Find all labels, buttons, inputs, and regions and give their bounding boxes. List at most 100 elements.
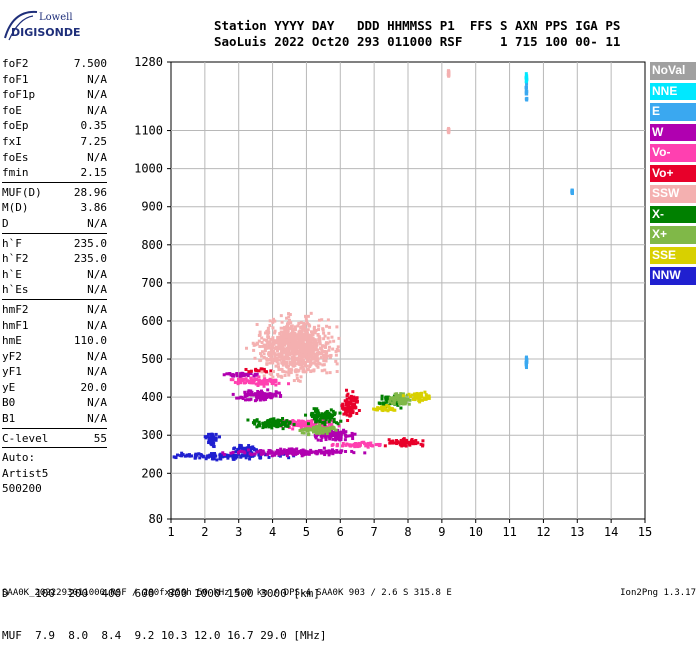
- data-point-ssw: [292, 338, 296, 342]
- data-point-sse: [417, 396, 421, 400]
- data-point-ssw: [447, 128, 451, 132]
- data-point-ssw: [311, 347, 315, 351]
- data-point-ssw: [286, 353, 290, 357]
- data-point-x-: [335, 421, 339, 425]
- data-point-ssw: [300, 332, 304, 336]
- data-point-vo-: [393, 441, 397, 445]
- param-row: fmin 2.15: [2, 165, 107, 181]
- data-point-ssw: [268, 340, 272, 344]
- data-point-ssw: [306, 359, 310, 363]
- data-point-ssw: [287, 373, 291, 377]
- param-row: h`F 235.0: [2, 236, 107, 252]
- data-point-ssw: [271, 339, 275, 343]
- data-point-vo-: [350, 408, 354, 412]
- data-point-vo-: [345, 410, 349, 414]
- data-point-x-: [396, 397, 400, 401]
- data-point-x-: [399, 406, 403, 410]
- data-point-vo-: [244, 367, 248, 371]
- data-point-ssw: [279, 341, 283, 345]
- data-point-ssw: [272, 359, 276, 363]
- data-point-w: [300, 451, 304, 455]
- data-point-vo-: [341, 402, 345, 406]
- data-point-ssw: [276, 373, 280, 377]
- data-point-ssw: [286, 351, 290, 355]
- data-point-vo-: [351, 410, 355, 414]
- data-point-vo-: [351, 390, 355, 394]
- data-point-ssw: [300, 357, 304, 361]
- data-point-x-: [384, 395, 388, 399]
- data-point-ssw: [283, 355, 287, 359]
- data-point-w: [326, 451, 330, 455]
- data-point-ssw: [299, 345, 303, 349]
- data-point-x-: [300, 431, 304, 435]
- param-value: 235.0: [73, 252, 107, 266]
- data-point-ssw: [288, 345, 292, 349]
- data-point-w: [324, 435, 328, 439]
- param-row: B0 N/A: [2, 395, 107, 411]
- data-point-ssw: [323, 345, 327, 349]
- data-point-vo-: [343, 408, 347, 412]
- data-point-sse: [377, 407, 381, 411]
- data-point-ssw: [299, 354, 303, 358]
- data-point-ssw: [273, 354, 277, 358]
- x-tick-label: 12: [536, 525, 550, 539]
- data-point-sse: [410, 393, 414, 397]
- data-point-w: [261, 393, 265, 397]
- data-point-ssw: [260, 350, 264, 354]
- data-point-ssw: [255, 341, 259, 345]
- data-point-ssw: [310, 333, 314, 337]
- data-point-w: [346, 434, 350, 438]
- data-point-ssw: [286, 330, 290, 334]
- data-point-x-: [324, 418, 328, 422]
- data-point-w: [249, 391, 253, 395]
- data-point-w: [242, 450, 246, 454]
- data-point-e: [524, 89, 528, 93]
- data-point-x-: [395, 400, 399, 404]
- data-point-ssw: [277, 355, 281, 359]
- data-point-ssw: [290, 343, 294, 347]
- data-point-w: [343, 438, 347, 442]
- data-point-x-: [400, 396, 404, 400]
- data-point-ssw: [281, 336, 285, 340]
- data-point-x-: [255, 425, 259, 429]
- data-point-x-: [326, 426, 330, 430]
- param-key: h`Es: [2, 283, 29, 297]
- data-point-vo-: [362, 440, 366, 444]
- data-point-w: [248, 389, 252, 393]
- data-point-nnw: [204, 436, 208, 440]
- data-point-sse: [413, 392, 417, 396]
- data-point-vo-: [287, 382, 291, 386]
- legend-item-vo-: Vo-: [650, 144, 696, 162]
- separator: [2, 447, 107, 449]
- data-point-vo-: [352, 399, 356, 403]
- y-tick-label: 1000: [134, 162, 163, 176]
- data-point-ssw: [271, 320, 275, 324]
- data-point-x-: [328, 418, 332, 422]
- data-point-vo-: [241, 379, 245, 383]
- data-point-nnw: [249, 449, 253, 453]
- data-point-x-: [255, 418, 259, 422]
- data-point-ssw: [312, 325, 316, 329]
- param-key: foEs: [2, 150, 29, 164]
- y-tick-label: 500: [141, 352, 163, 366]
- data-point-ssw: [314, 357, 318, 361]
- data-point-ssw: [284, 370, 288, 374]
- data-point-nnw: [214, 438, 218, 442]
- legend-item-vo-: Vo+: [650, 164, 696, 182]
- data-point-x-: [392, 402, 396, 406]
- data-point-ssw: [257, 339, 261, 343]
- data-point-ssw: [283, 349, 287, 353]
- data-point-ssw: [298, 349, 302, 353]
- data-point-w: [245, 372, 249, 376]
- data-point-ssw: [275, 353, 279, 357]
- data-point-ssw: [276, 374, 280, 378]
- data-point-vo-: [301, 424, 305, 428]
- data-point-x-: [324, 428, 328, 432]
- data-point-x-: [393, 399, 397, 403]
- data-point-ssw: [335, 348, 339, 352]
- data-point-x-: [325, 413, 329, 417]
- x-tick-label: 5: [303, 525, 310, 539]
- data-point-ssw: [292, 335, 296, 339]
- data-point-ssw: [307, 357, 311, 361]
- data-point-vo-: [404, 444, 408, 448]
